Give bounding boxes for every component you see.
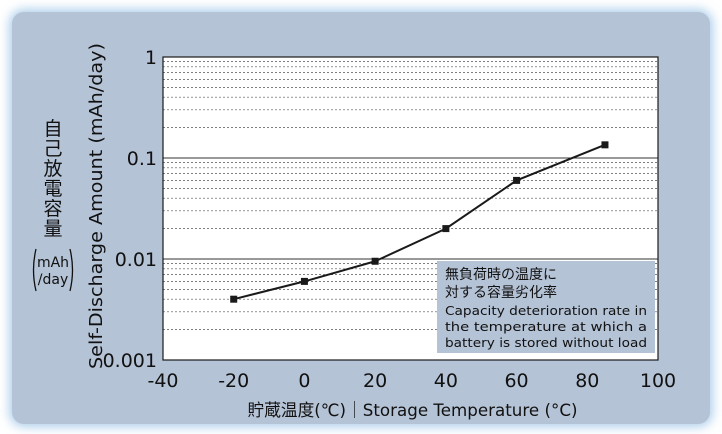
plot-border xyxy=(162,56,659,361)
unit-paren-left xyxy=(32,248,37,292)
y-axis-label-jp-char: 放 xyxy=(43,158,62,180)
annotation-box xyxy=(437,261,655,353)
y-axis-label-jp-char: 己 xyxy=(43,138,62,160)
annotation-text-jp: 無負荷時の温度に xyxy=(445,267,557,283)
y-tick-label: 0.001 xyxy=(103,350,157,372)
annotation-text-en: battery is stored without load xyxy=(445,336,647,350)
annotation-text-en: the temperature at which a xyxy=(445,320,647,334)
x-tick-label: 40 xyxy=(434,370,458,392)
x-tick-label: 0 xyxy=(298,370,310,392)
x-tick-label: 20 xyxy=(363,370,387,392)
y-axis-unit: /day xyxy=(38,272,68,288)
x-axis-label: 貯蔵温度(℃)｜Storage Temperature (°C) xyxy=(248,401,578,421)
data-point xyxy=(371,257,379,265)
y-tick-label: 0.1 xyxy=(127,148,157,170)
x-tick-label: -40 xyxy=(147,370,178,392)
x-tick-label: 60 xyxy=(504,370,528,392)
data-point xyxy=(601,141,609,149)
y-axis-label-jp-char: 電 xyxy=(43,178,62,200)
x-tick-label: 80 xyxy=(575,370,599,392)
y-axis-label-jp-char: 容 xyxy=(43,198,62,220)
unit-paren-right xyxy=(69,248,74,292)
y-tick-label: 1 xyxy=(145,47,157,69)
y-tick-label: 0.01 xyxy=(115,249,157,271)
annotation-text-jp: 対する容量劣化率 xyxy=(445,284,557,301)
data-point xyxy=(513,176,521,184)
series-line xyxy=(233,143,606,301)
y-axis-unit: mAh xyxy=(37,255,69,271)
data-point xyxy=(300,277,308,285)
data-point xyxy=(442,225,450,233)
y-axis-label: Self-Discharge Amount (mAh/day) xyxy=(86,43,107,369)
x-tick-label: 100 xyxy=(640,370,676,392)
y-axis-label-jp-char: 量 xyxy=(43,218,62,240)
data-point xyxy=(230,295,238,303)
annotation-text-en: Capacity deterioration rate in xyxy=(445,304,647,318)
y-axis-label-jp-char: 自 xyxy=(43,118,62,140)
x-tick-label: -20 xyxy=(218,370,249,392)
